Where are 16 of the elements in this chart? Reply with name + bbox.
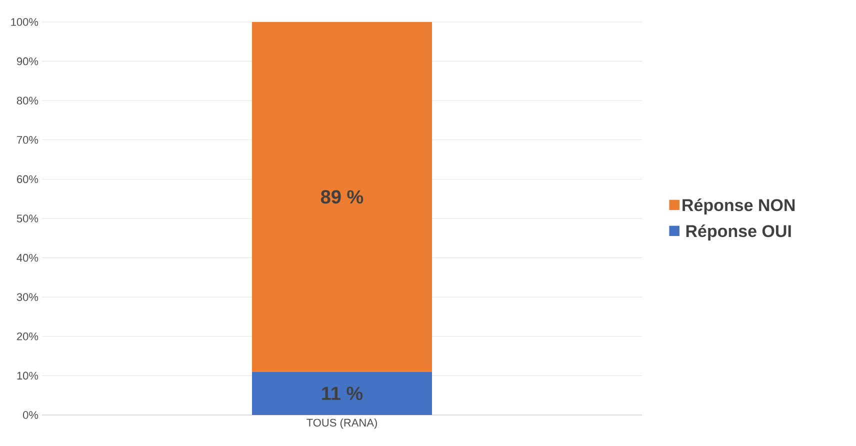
y-tick-label: 30% (16, 293, 38, 301)
y-tick-label: 90% (16, 57, 38, 66)
data-label: 89 % (320, 190, 364, 204)
y-tick-label: 70% (17, 136, 38, 144)
y-tick-label: 40% (16, 254, 38, 262)
y-tick-label: 50% (16, 214, 38, 222)
y-tick-label: 0% (23, 411, 38, 419)
legend-label: Réponse NON (682, 198, 795, 215)
legend-label: Réponse OUI (686, 224, 791, 240)
y-tick-label: 80% (16, 96, 38, 104)
data-label: 11 % (322, 386, 363, 400)
y-tick-label: 10% (17, 372, 38, 380)
y-tick-label: 60% (17, 175, 38, 184)
x-tick-label: TOUS (RANA) (306, 418, 377, 429)
y-tick-label: 100% (11, 18, 38, 26)
y-tick-label: 20% (17, 332, 38, 340)
